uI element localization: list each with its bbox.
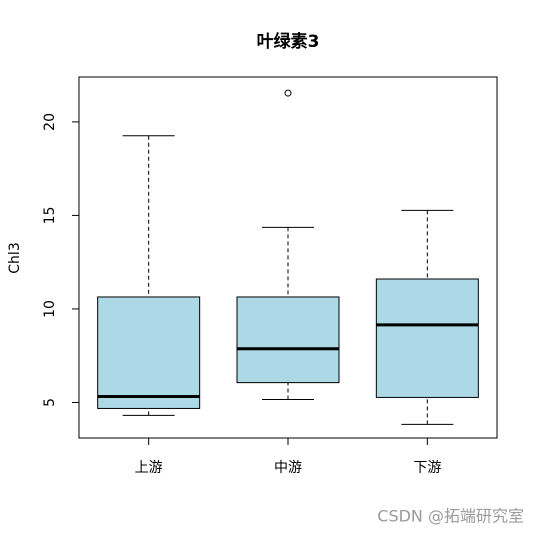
box <box>375 278 479 398</box>
outlier <box>284 89 292 97</box>
y-tick-label: 20 <box>42 113 58 131</box>
y-tick-label: 15 <box>42 207 58 225</box>
x-tick-label: 上游 <box>135 460 163 476</box>
box <box>97 296 201 409</box>
chart-title: 叶绿素3 <box>257 31 320 52</box>
y-tick-label: 10 <box>42 300 58 318</box>
x-tick-label: 下游 <box>413 460 441 476</box>
y-tick-label: 5 <box>42 398 58 407</box>
watermark: CSDN @拓端研究室 <box>377 507 524 526</box>
x-tick-label: 中游 <box>274 460 302 476</box>
box <box>236 296 340 384</box>
y-axis-label: Chl3 <box>7 242 23 273</box>
